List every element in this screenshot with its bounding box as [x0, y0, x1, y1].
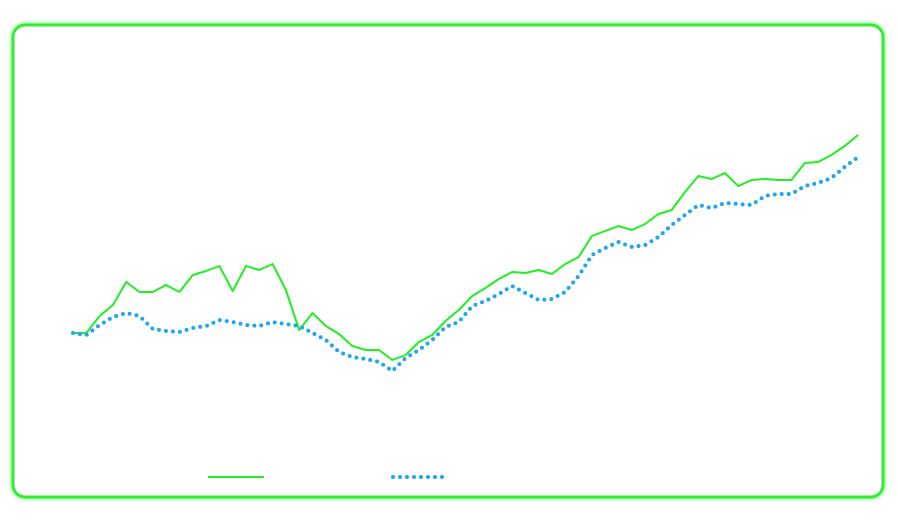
data-line	[73, 134, 859, 361]
chart-frame	[11, 23, 885, 499]
data-line	[71, 155, 860, 374]
